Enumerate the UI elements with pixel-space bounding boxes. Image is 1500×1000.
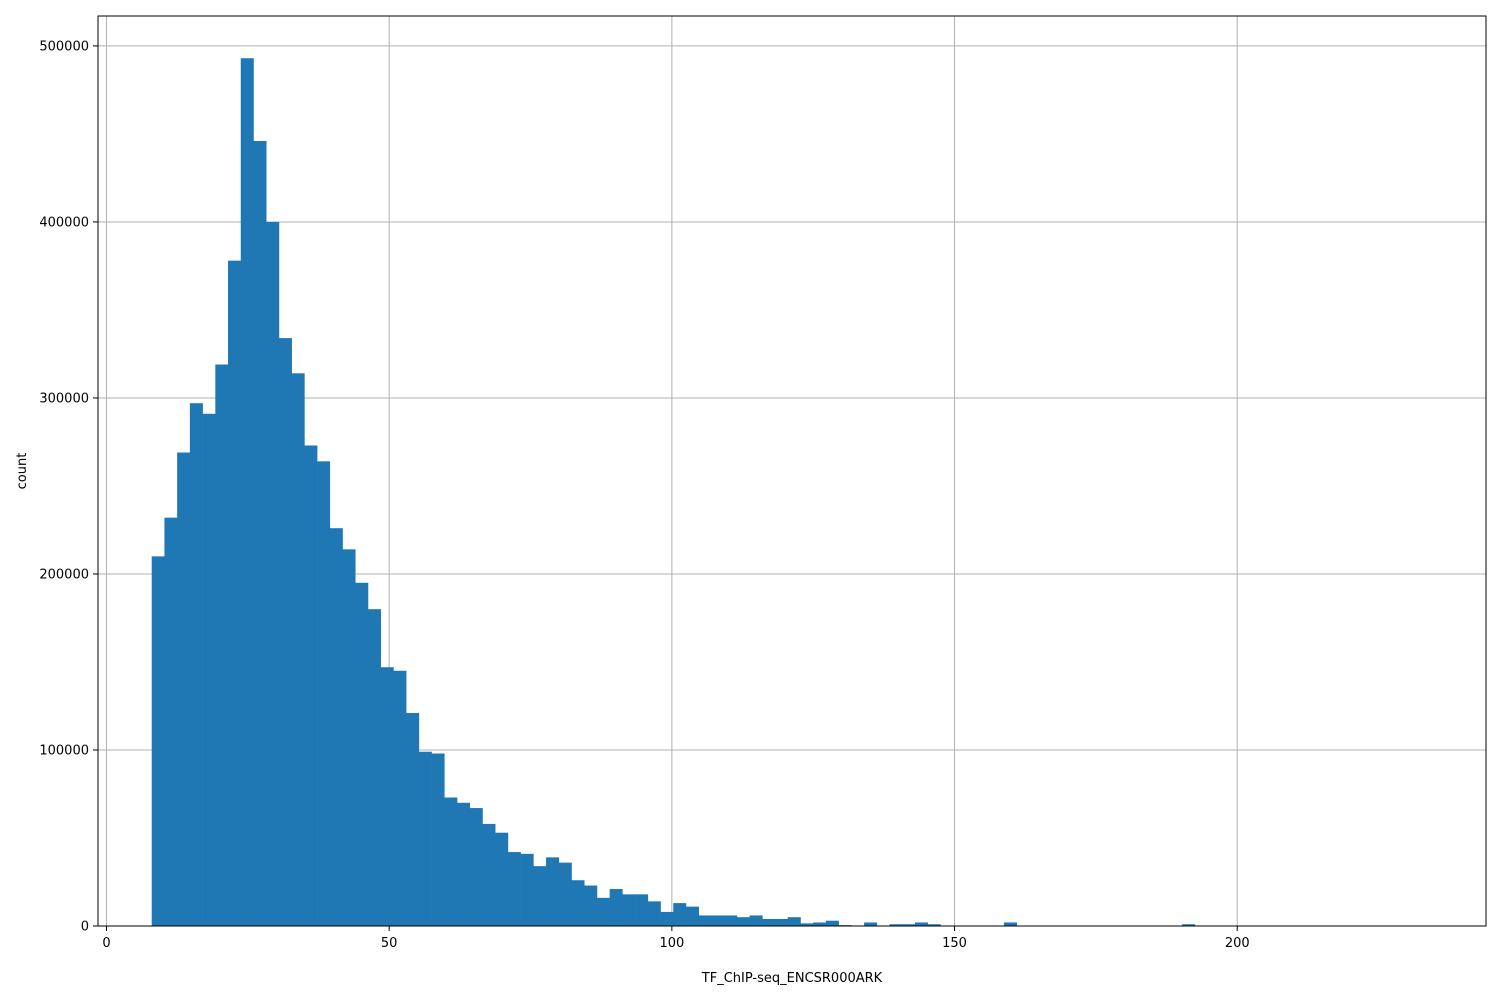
y-tick-label: 400000: [39, 215, 89, 230]
histogram-bar: [584, 885, 598, 926]
x-tick-label: 200: [1225, 936, 1250, 951]
plot-frame: [97, 15, 1487, 927]
histogram-bar: [762, 918, 776, 926]
histogram-bar: [533, 866, 547, 926]
y-axis-label: count: [15, 453, 30, 490]
histogram-bar: [749, 915, 763, 926]
histogram-bar: [253, 140, 267, 926]
x-tick-label: 100: [659, 936, 684, 951]
histogram-bar: [469, 808, 483, 926]
histogram-bar: [673, 903, 687, 926]
histogram-bar: [189, 403, 203, 927]
x-tick-label: 0: [102, 936, 110, 951]
histogram-bar: [711, 915, 725, 926]
y-tick-label: 300000: [39, 391, 89, 406]
histogram-bar: [240, 58, 254, 926]
histogram-bar: [571, 880, 585, 926]
histogram-bar: [927, 924, 941, 926]
histogram-bar: [228, 260, 242, 926]
histogram-bar: [596, 897, 610, 926]
x-tick-label: 50: [381, 936, 398, 951]
histogram-bar: [1004, 922, 1018, 926]
histogram-bar: [355, 582, 369, 926]
histogram-bars: [151, 58, 1196, 927]
axis-ticks: 0 50 100 150 200 0 100000 200000 300000 400000 500…: [39, 39, 1249, 951]
histogram-bar: [558, 862, 572, 926]
histogram-bar: [329, 528, 343, 926]
histogram-bar: [393, 670, 407, 926]
histogram-bar: [813, 922, 827, 926]
histogram-bar: [177, 452, 191, 926]
histogram-bar: [647, 901, 661, 926]
y-tick-label: 0: [81, 920, 89, 935]
histogram-bar: [406, 713, 420, 926]
y-tick-label: 500000: [39, 39, 89, 54]
histogram-bar: [902, 924, 916, 926]
histogram-bar: [724, 915, 738, 926]
histogram-bar: [457, 802, 471, 926]
histogram-bar: [800, 923, 814, 926]
histogram-bar: [635, 894, 649, 926]
histogram-bar: [914, 922, 928, 926]
histogram-bar: [698, 915, 712, 926]
histogram-bar: [622, 894, 636, 926]
histogram-bar: [151, 556, 165, 926]
histogram-bar: [215, 364, 229, 927]
histogram-bar: [1182, 924, 1196, 926]
histogram-bar: [202, 413, 216, 926]
histogram-bar: [495, 832, 509, 926]
histogram-bar: [304, 445, 318, 926]
histogram-bar: [164, 517, 178, 926]
histogram-bar: [889, 924, 903, 926]
histogram-bar: [685, 906, 700, 926]
histogram-bar: [864, 922, 878, 926]
histogram-bar: [787, 917, 801, 926]
x-axis-label: TF_ChIP-seq_ENCSR000ARK: [701, 971, 883, 986]
histogram-bar: [266, 221, 280, 926]
histogram-bar: [546, 857, 560, 926]
histogram-bar: [291, 373, 305, 926]
histogram-bar: [775, 918, 789, 926]
histogram-bar: [520, 853, 534, 926]
histogram-bar: [431, 753, 445, 926]
histogram-bar: [317, 461, 331, 926]
histogram-bar: [418, 751, 432, 926]
histogram-bar: [507, 852, 521, 926]
histogram-bar: [342, 549, 356, 926]
histogram-bar: [444, 797, 458, 926]
histogram-bar: [482, 823, 496, 926]
histogram-bar: [825, 920, 839, 926]
y-tick-label: 100000: [39, 743, 89, 758]
x-tick-label: 150: [942, 936, 967, 951]
histogram-bar: [609, 889, 623, 926]
histogram-bar: [736, 917, 750, 926]
histogram-bar: [278, 338, 292, 927]
histogram-bar: [380, 667, 394, 926]
y-tick-label: 200000: [39, 567, 89, 582]
histogram-bar: [367, 609, 381, 926]
histogram-bar: [660, 911, 674, 926]
